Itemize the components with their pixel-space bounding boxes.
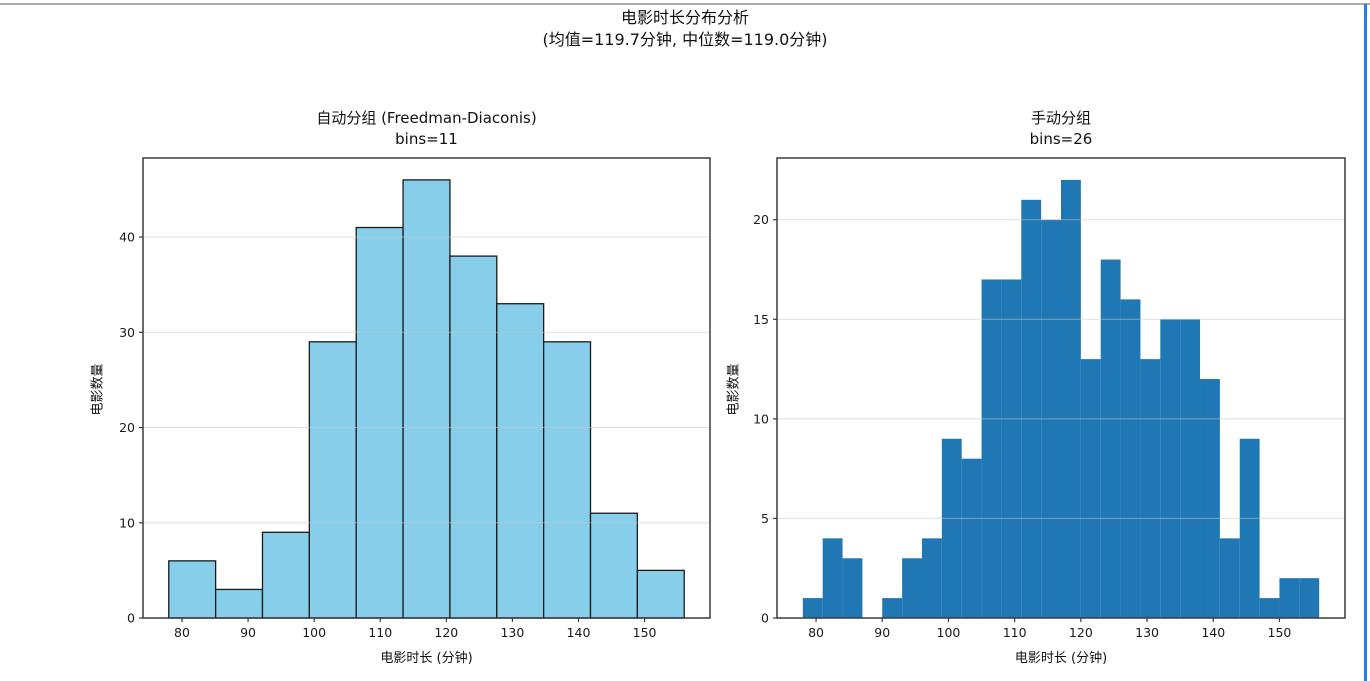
x-tick-label: 90	[874, 625, 890, 640]
histogram-bar	[168, 560, 217, 619]
y-tick-label: 0	[761, 611, 769, 626]
axes-frame	[776, 157, 1346, 619]
right-histogram: 80 90 100 110 120 130 140 150 0 5 10 15 20	[753, 157, 1346, 640]
histogram-bar	[941, 438, 962, 618]
right-plot-title: 手动分组 bins=26	[777, 108, 1345, 150]
left-histogram: 80 90 100 110 120 130 140 150 0 10 20 30 40	[119, 157, 711, 640]
y-tick-label: 20	[119, 420, 135, 435]
histogram-bar	[822, 538, 843, 618]
histogram-bar	[802, 598, 823, 618]
y-tick-label: 0	[127, 611, 135, 626]
y-tick-label: 40	[119, 230, 135, 245]
histogram-bar	[961, 458, 982, 618]
y-tick-label: 5	[761, 511, 769, 526]
histogram-bar	[1239, 438, 1260, 618]
left-plot-title-line1: 自动分组 (Freedman-Diaconis)	[316, 109, 537, 127]
left-plot-title: 自动分组 (Freedman-Diaconis) bins=11	[143, 108, 710, 150]
x-axis-ticks: 80 90 100 110 120 130 140 150	[174, 618, 657, 640]
x-tick-label: 110	[1003, 625, 1027, 640]
histogram-bar	[214, 588, 264, 619]
x-tick-label: 150	[633, 625, 657, 640]
y-axis-ticks: 0 10 20 30 40	[119, 230, 143, 626]
bars	[168, 179, 685, 619]
histogram-bar	[1100, 259, 1121, 618]
histogram-bar	[1140, 359, 1161, 618]
histogram-bar	[402, 179, 451, 619]
histogram-bar	[589, 512, 639, 619]
x-tick-label: 120	[434, 625, 458, 640]
histogram-bar	[1279, 578, 1300, 618]
x-tick-label: 140	[567, 625, 591, 640]
x-tick-label: 130	[500, 625, 524, 640]
x-tick-label: 120	[1069, 625, 1093, 640]
figure-suptitle: 电影时长分布分析 (均值=119.7分钟, 中位数=119.0分钟)	[0, 7, 1370, 51]
y-tick-label: 10	[119, 515, 135, 530]
histogram-bar	[1160, 319, 1181, 618]
histogram-bar	[308, 341, 357, 619]
histogram-bar	[1219, 538, 1240, 618]
histogram-bar	[1200, 379, 1220, 618]
bars	[802, 179, 1320, 619]
histogram-bar	[1120, 299, 1141, 618]
axes-frame	[142, 157, 711, 619]
histogram-bar	[261, 531, 310, 619]
gridlines	[777, 219, 1345, 519]
histogram-bar	[1259, 598, 1280, 618]
left-plot-xlabel: 电影时长 (分钟)	[380, 651, 473, 666]
histogram-bar	[636, 569, 685, 619]
x-tick-label: 150	[1268, 625, 1292, 640]
right-plot-ylabel: 电影数量	[726, 363, 742, 416]
x-tick-label: 80	[808, 625, 824, 640]
y-tick-label: 10	[753, 411, 769, 426]
suptitle-line2: (均值=119.7分钟, 中位数=119.0分钟)	[542, 30, 828, 49]
right-plot-title-line1: 手动分组	[1030, 109, 1091, 127]
histogram-bar	[1299, 578, 1320, 618]
histogram-bar	[1021, 199, 1042, 618]
x-tick-label: 130	[1135, 625, 1159, 640]
x-tick-label: 100	[302, 625, 326, 640]
histogram-bar	[496, 303, 545, 619]
histogram-bar	[921, 538, 942, 618]
histogram-bar	[842, 558, 863, 618]
suptitle-line1: 电影时长分布分析	[620, 8, 749, 27]
histogram-bar	[1180, 319, 1201, 618]
x-tick-label: 110	[368, 625, 392, 640]
histogram-bar	[902, 558, 922, 618]
histogram-bar	[1001, 279, 1022, 618]
histogram-bar	[543, 341, 592, 619]
histogram-bar	[355, 226, 404, 619]
x-tick-label: 80	[174, 625, 190, 640]
y-tick-label: 20	[753, 212, 769, 227]
gridlines	[143, 236, 710, 524]
y-axis-ticks: 0 5 10 15 20	[753, 212, 777, 626]
right-plot-title-line2: bins=26	[1029, 130, 1093, 148]
left-plot-title-line2: bins=11	[395, 130, 458, 148]
x-tick-label: 140	[1201, 625, 1225, 640]
right-plot-xlabel: 电影时长 (分钟)	[1014, 651, 1108, 666]
histogram-bar	[449, 255, 498, 619]
x-axis-ticks: 80 90 100 110 120 130 140 150	[808, 618, 1291, 640]
x-tick-label: 90	[240, 625, 256, 640]
histogram-bar	[1080, 359, 1101, 618]
x-tick-label: 100	[937, 625, 961, 640]
histogram-bar	[882, 598, 903, 618]
y-tick-label: 30	[119, 325, 135, 340]
window-edge-accent-line	[1364, 4, 1367, 681]
y-tick-label: 15	[753, 312, 769, 327]
top-border-line	[0, 3, 1370, 5]
histogram-bar	[1061, 179, 1081, 618]
histogram-bar	[981, 279, 1002, 618]
left-plot-ylabel: 电影数量	[90, 363, 106, 416]
